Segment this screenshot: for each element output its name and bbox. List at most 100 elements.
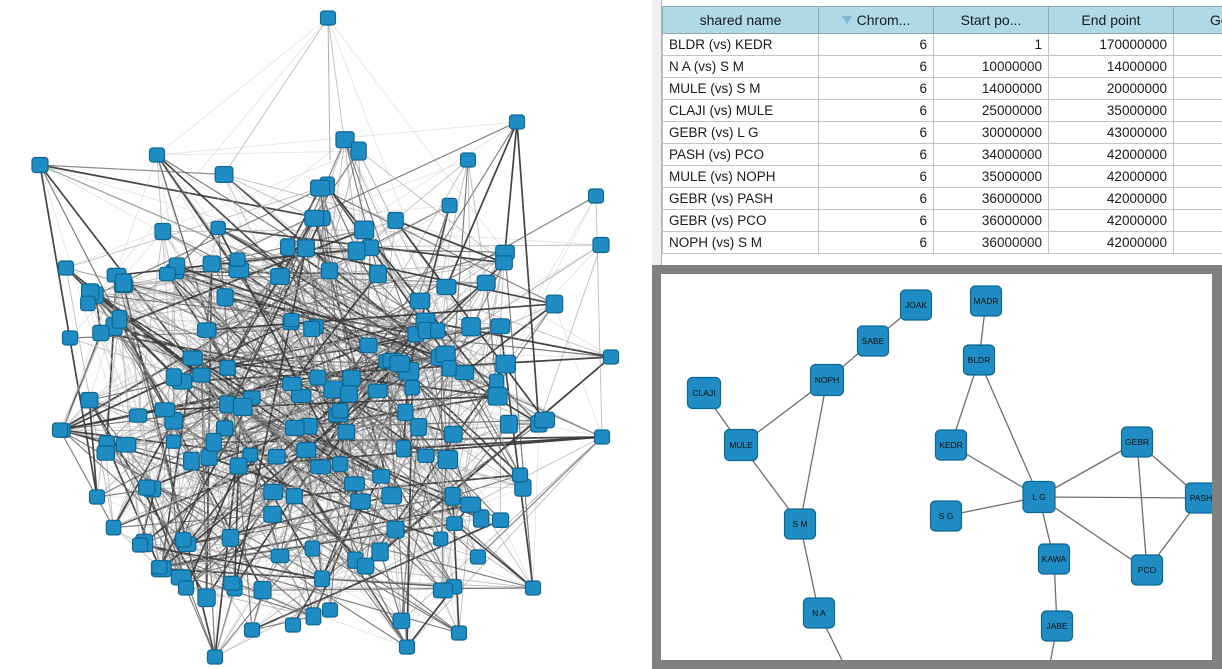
network-node[interactable] [214, 165, 234, 184]
network-node[interactable] [444, 486, 461, 506]
node-shape[interactable] [111, 309, 128, 329]
node-shape[interactable] [154, 402, 176, 418]
network-node[interactable] [285, 488, 303, 505]
node-shape[interactable] [219, 359, 236, 376]
node-shape[interactable] [593, 429, 611, 445]
node-shape[interactable] [495, 354, 517, 374]
table-cell-genetic[interactable]: 11.4 [1173, 143, 1222, 166]
node-shape[interactable] [343, 476, 366, 492]
table-cell-genetic[interactable]: 10.5 [1173, 165, 1222, 188]
network-node[interactable] [436, 278, 457, 296]
table-cell-genetic[interactable]: 8.4 [1173, 209, 1222, 232]
network-node[interactable] [389, 355, 411, 373]
node-shape[interactable] [310, 179, 331, 197]
network-node[interactable] [270, 548, 290, 564]
network-node[interactable] [454, 365, 475, 381]
node-shape[interactable] [1130, 554, 1164, 586]
network-node[interactable] [263, 505, 282, 523]
node-shape[interactable] [371, 542, 389, 562]
network-node[interactable] [138, 479, 156, 496]
node-shape[interactable] [232, 397, 253, 417]
table-cell-end_point[interactable]: 42000000 [1048, 165, 1174, 188]
node-shape[interactable] [128, 408, 148, 423]
table-cell-start_point[interactable]: 36000000 [933, 187, 1049, 210]
node-shape[interactable] [138, 479, 156, 496]
edge-table-panel[interactable]: shared name Chrom... Start po... End poi… [652, 0, 1222, 265]
network-node[interactable] [310, 179, 331, 197]
network-node[interactable] [433, 531, 449, 547]
network-node[interactable] [283, 312, 300, 328]
network-node[interactable] [304, 540, 321, 557]
table-row[interactable]: MULE (vs) NOPH6350000004200000010.5 [662, 165, 1222, 188]
table-cell-shared_name[interactable]: GEBR (vs) L G [662, 121, 819, 144]
node-shape[interactable] [320, 262, 339, 280]
table-cell-chromosome[interactable]: 6 [818, 187, 934, 210]
network-node[interactable] [114, 273, 132, 293]
node-shape[interactable] [469, 549, 487, 565]
node-shape[interactable] [511, 467, 529, 483]
network-node[interactable] [350, 141, 367, 161]
node-shape[interactable] [154, 222, 172, 241]
node-shape[interactable] [263, 505, 282, 523]
node-shape[interactable] [219, 395, 236, 414]
node-shape[interactable] [444, 486, 461, 506]
network-node[interactable] [367, 383, 388, 399]
network-node[interactable] [309, 369, 327, 386]
node-shape[interactable] [51, 422, 69, 438]
network-node[interactable] [437, 450, 459, 470]
node-shape[interactable] [534, 411, 556, 429]
node-shape[interactable] [270, 267, 290, 286]
network-node[interactable] [96, 445, 116, 461]
node-shape[interactable] [395, 439, 412, 458]
network-node[interactable] [205, 432, 223, 452]
node-shape[interactable] [321, 602, 339, 618]
network-node[interactable] [88, 489, 106, 505]
network-node[interactable] [206, 649, 224, 665]
network-node[interactable] [177, 580, 195, 596]
column-header-shared-name[interactable]: shared name [662, 6, 819, 34]
node-shape[interactable] [243, 622, 261, 638]
network-node[interactable] [192, 367, 211, 383]
table-body[interactable]: BLDR (vs) KEDR61170000000192.0N A (vs) S… [662, 33, 1222, 254]
network-node[interactable] [469, 549, 487, 565]
table-cell-start_point[interactable]: 14000000 [933, 77, 1049, 100]
node-shape[interactable] [809, 363, 845, 397]
table-cell-chromosome[interactable]: 6 [818, 77, 934, 100]
network-node[interactable] [508, 114, 526, 130]
node-shape[interactable] [216, 288, 234, 307]
network-node[interactable] [323, 380, 344, 399]
network-node[interactable] [350, 493, 371, 510]
table-cell-end_point[interactable]: 42000000 [1048, 187, 1174, 210]
network-node[interactable] [592, 236, 610, 254]
network-node[interactable]: PASH [1184, 482, 1213, 514]
node-shape[interactable] [305, 607, 322, 626]
node-shape[interactable] [313, 570, 331, 588]
network-node[interactable]: MADR [969, 285, 1003, 317]
table-cell-chromosome[interactable]: 6 [818, 143, 934, 166]
table-cell-chromosome[interactable]: 6 [818, 209, 934, 232]
node-shape[interactable] [310, 459, 332, 475]
node-shape[interactable] [297, 239, 315, 258]
table-cell-start_point[interactable]: 30000000 [933, 121, 1049, 144]
network-node[interactable] [354, 220, 375, 240]
node-shape[interactable] [263, 483, 284, 501]
network-node[interactable] [105, 519, 122, 536]
node-shape[interactable] [490, 318, 511, 335]
network-node[interactable] [432, 582, 454, 599]
node-shape[interactable] [369, 264, 387, 284]
node-shape[interactable] [499, 414, 518, 434]
node-shape[interactable] [372, 469, 391, 484]
node-shape[interactable] [182, 451, 200, 471]
node-shape[interactable] [435, 345, 456, 363]
network-node[interactable] [223, 575, 241, 591]
network-node[interactable] [305, 607, 322, 626]
table-cell-start_point[interactable]: 25000000 [933, 99, 1049, 122]
main-network-panel[interactable] [0, 0, 652, 669]
node-shape[interactable] [270, 548, 290, 564]
network-node[interactable] [279, 238, 296, 256]
edge-attribute-table[interactable]: shared name Chrom... Start po... End poi… [662, 6, 1222, 254]
network-node[interactable] [310, 459, 332, 475]
table-cell-shared_name[interactable]: MULE (vs) NOPH [662, 165, 819, 188]
